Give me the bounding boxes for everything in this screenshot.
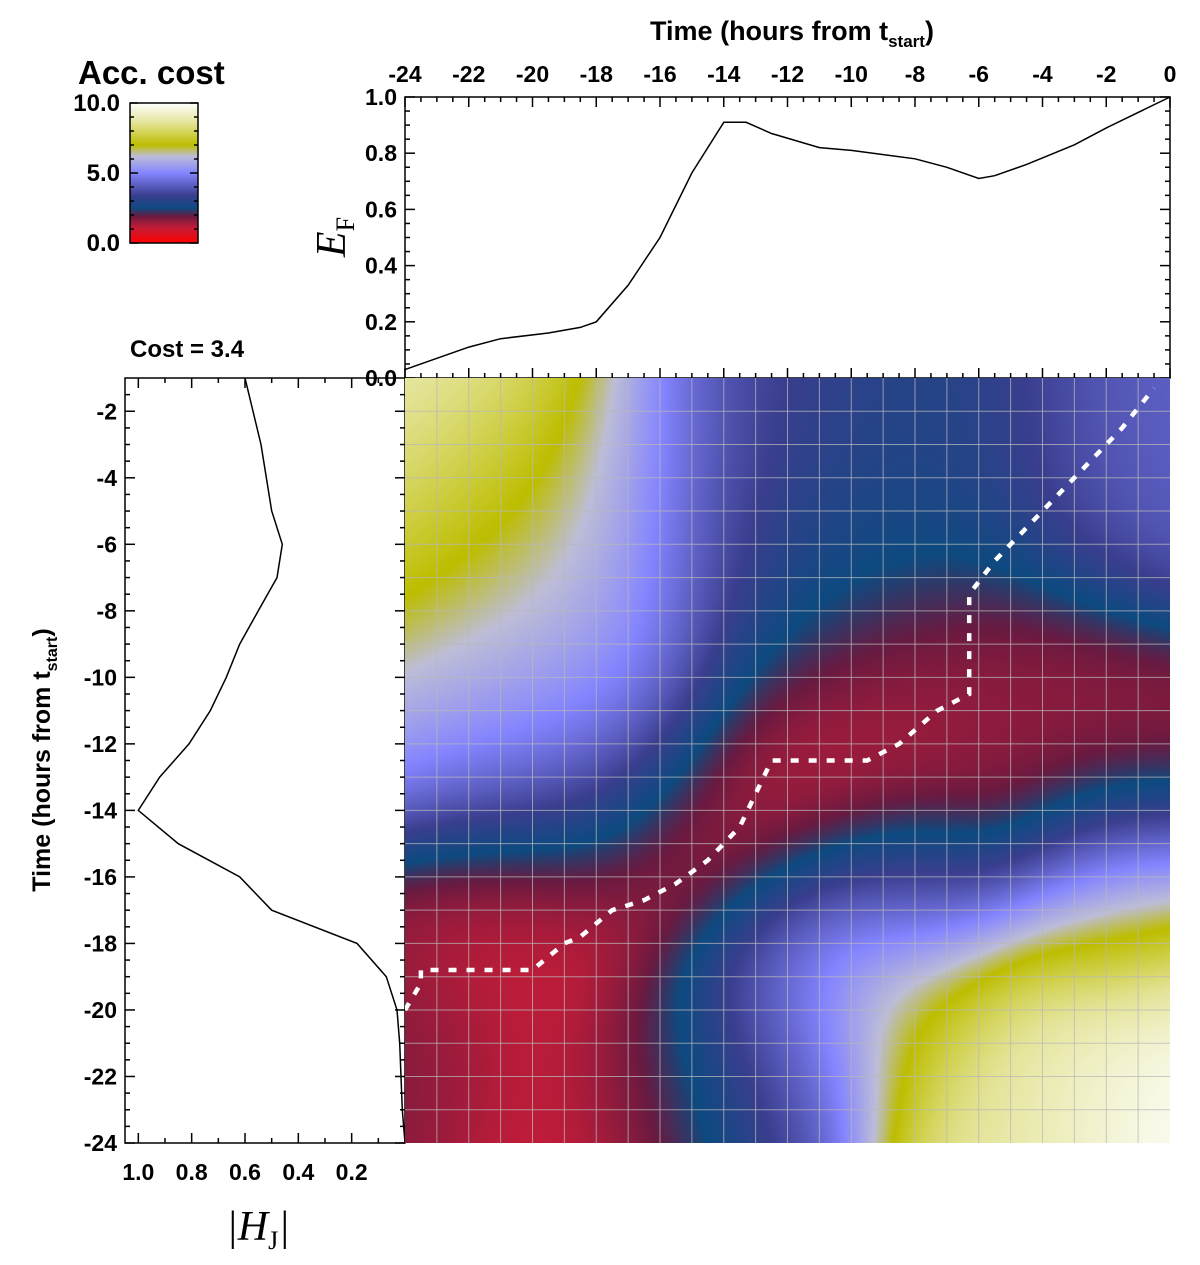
left-panel-series-line bbox=[137, 377, 406, 1144]
colorbar: Acc. cost 10.0 5.0 0.0 bbox=[73, 54, 224, 257]
top-x-tick-label: -4 bbox=[1032, 61, 1053, 87]
top-ylabel-main: E bbox=[309, 231, 355, 258]
colorbar-ticks: 10.0 5.0 0.0 bbox=[73, 90, 198, 257]
colorbar-tick-label: 10.0 bbox=[73, 90, 120, 117]
top-y-tick-label: 0.6 bbox=[365, 196, 397, 222]
left-xlabel-end: | bbox=[278, 1204, 290, 1250]
left-xlabel-sub: J bbox=[268, 1226, 278, 1255]
top-xlabel-end: ) bbox=[925, 16, 934, 46]
top-x-tick-label: -10 bbox=[835, 61, 868, 87]
top-panel-series-line bbox=[404, 96, 1171, 371]
top-xlabel-sub: start bbox=[888, 32, 925, 51]
cost-label: Cost = 3.4 bbox=[130, 336, 245, 363]
top-x-tick-label: -18 bbox=[580, 61, 613, 87]
top-panel-xlabel: Time (hours from tstart) bbox=[650, 16, 934, 51]
top-y-tick-label: 1.0 bbox=[365, 84, 397, 110]
colorbar-tick-label: 0.0 bbox=[87, 230, 120, 257]
left-ylabel-end: ) bbox=[28, 628, 56, 636]
left-y-tick-label: -8 bbox=[97, 598, 118, 624]
left-panel: -2 -4 -6 -8 -10 -12 -14 -16 -18 -20 -22 -241.0 0.8 0.… bbox=[28, 377, 406, 1255]
top-x-tick-label: -12 bbox=[771, 61, 804, 87]
left-panel-frame bbox=[124, 377, 406, 1144]
top-panel-ylabel: EF bbox=[309, 217, 360, 258]
left-y-tick-label: -22 bbox=[84, 1063, 117, 1089]
left-x-tick-label: 0.8 bbox=[176, 1159, 208, 1185]
top-x-tick-label: -16 bbox=[643, 61, 676, 87]
top-x-tick-label: 0 bbox=[1164, 61, 1177, 87]
left-y-tick-label: -4 bbox=[97, 465, 118, 491]
left-y-tick-label: -14 bbox=[84, 797, 117, 823]
top-x-tick-label: -8 bbox=[905, 61, 926, 87]
top-y-tick-label: 0.8 bbox=[365, 140, 397, 166]
left-y-tick-label: -6 bbox=[97, 531, 117, 557]
top-x-tick-label: -14 bbox=[707, 61, 740, 87]
top-x-tick-label: -2 bbox=[1096, 61, 1116, 87]
left-y-tick-label: -10 bbox=[84, 664, 117, 690]
left-panel-ylabel: Time (hours from tstart) bbox=[28, 628, 61, 891]
top-x-tick-label: -22 bbox=[452, 61, 485, 87]
left-y-tick-label: -24 bbox=[84, 1130, 117, 1156]
colorbar-title: Acc. cost bbox=[78, 54, 225, 91]
left-y-tick-label: -12 bbox=[84, 731, 117, 757]
top-x-tick-label: -6 bbox=[969, 61, 989, 87]
left-x-tick-label: 0.2 bbox=[336, 1159, 368, 1185]
left-ylabel-sub: start bbox=[44, 636, 61, 671]
left-x-tick-label: 0.6 bbox=[229, 1159, 261, 1185]
colorbar-gradient bbox=[129, 102, 199, 244]
top-x-tick-label: -24 bbox=[388, 61, 421, 87]
top-panel: -24 -22 -20 -18 -16 -14 -12 -10 -8 -6 -4 -2 00.00.20… bbox=[309, 16, 1176, 391]
left-panel-xlabel: |HJ| bbox=[226, 1204, 290, 1255]
top-panel-ticks: -24 -22 -20 -18 -16 -14 -12 -10 -8 -6 -4 -2 00.00.20… bbox=[365, 61, 1176, 391]
left-ylabel-main: Time (hours from t bbox=[28, 671, 56, 892]
top-xlabel-main: Time (hours from t bbox=[650, 16, 888, 46]
left-x-tick-label: 0.4 bbox=[282, 1159, 314, 1185]
left-y-tick-label: -16 bbox=[84, 864, 117, 890]
optimal-path bbox=[405, 386, 1156, 1012]
left-panel-ticks: -2 -4 -6 -8 -10 -12 -14 -16 -18 -20 -22 -241.0 0.8 0.… bbox=[84, 378, 405, 1185]
left-y-tick-label: -20 bbox=[84, 997, 117, 1023]
top-y-tick-label: 0.4 bbox=[365, 253, 397, 279]
top-y-tick-label: 0.2 bbox=[365, 309, 397, 335]
top-x-tick-label: -20 bbox=[516, 61, 549, 87]
left-x-tick-label: 1.0 bbox=[122, 1159, 154, 1185]
heatmap-panel bbox=[405, 378, 1170, 1143]
colorbar-tick-label: 5.0 bbox=[87, 160, 120, 187]
top-ylabel-sub: F bbox=[331, 217, 360, 231]
left-y-tick-label: -18 bbox=[84, 930, 117, 956]
heatmap-grid bbox=[405, 378, 1170, 1143]
left-y-tick-label: -2 bbox=[97, 398, 117, 424]
left-xlabel-main: |H bbox=[226, 1204, 271, 1250]
